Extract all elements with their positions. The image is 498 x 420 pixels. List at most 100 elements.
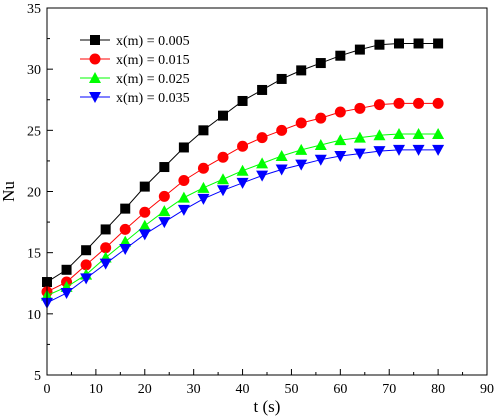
y-tick-label: 10 [27, 308, 41, 323]
data-point [354, 102, 366, 114]
data-point [276, 73, 287, 84]
y-tick-label: 35 [27, 2, 41, 17]
series-2 [41, 97, 444, 298]
data-point [374, 39, 385, 50]
data-point [257, 84, 268, 95]
data-point [139, 181, 150, 192]
x-tick-label: 40 [236, 382, 250, 397]
legend-marker [89, 53, 101, 65]
x-tick-label: 20 [138, 382, 152, 397]
data-point [138, 219, 151, 231]
data-point [236, 177, 249, 189]
legend-item: x(m) = 0.005 [80, 34, 190, 49]
data-point [119, 235, 132, 247]
data-point [354, 44, 365, 55]
plot-frame [46, 7, 488, 376]
data-point [353, 148, 366, 160]
data-point [158, 190, 170, 202]
series-line [46, 133, 439, 296]
data-point [335, 50, 346, 61]
data-point [314, 139, 327, 151]
data-point [177, 204, 190, 216]
legend-label: x(m) = 0.025 [116, 72, 190, 87]
legend: x(m) = 0.005 x(m) = 0.015 x(m) = 0.025 x(m)… [80, 34, 190, 106]
y-axis-title: Nu [0, 181, 18, 202]
x-tick-label: 80 [431, 382, 445, 397]
data-point [393, 97, 405, 109]
legend-label: x(m) = 0.005 [116, 34, 190, 49]
data-point [295, 159, 308, 171]
data-point [61, 264, 72, 275]
data-point [413, 97, 425, 109]
data-point [198, 125, 209, 136]
legend-item: x(m) = 0.015 [80, 53, 190, 68]
data-point [373, 99, 385, 111]
data-point [373, 146, 386, 158]
data-point [432, 128, 445, 140]
data-point [99, 258, 112, 270]
data-point [334, 106, 346, 118]
data-point [314, 154, 327, 166]
data-point [80, 259, 92, 271]
y-tick-label: 30 [27, 63, 41, 78]
data-point [177, 191, 190, 203]
data-point [217, 173, 229, 185]
x-axis-title: t (s) [254, 397, 281, 416]
data-point [158, 217, 171, 229]
legend-label: x(m) = 0.035 [116, 91, 190, 106]
data-point [236, 164, 249, 176]
x-tick-label: 30 [187, 382, 201, 397]
data-point [256, 170, 269, 182]
data-point [433, 38, 444, 49]
data-point [393, 144, 405, 156]
data-point [413, 38, 424, 49]
y-tick-label: 15 [27, 247, 41, 262]
data-point [237, 140, 249, 152]
data-point [197, 162, 209, 174]
data-point [60, 288, 73, 300]
data-point [256, 132, 268, 144]
data-point [432, 97, 444, 109]
data-point [218, 110, 228, 121]
series-3 [41, 128, 445, 301]
x-tick-label: 70 [382, 382, 396, 397]
data-point [334, 151, 347, 163]
data-point [80, 273, 93, 285]
data-point [119, 243, 132, 255]
data-point [158, 205, 171, 217]
data-point [412, 144, 425, 156]
legend-item: x(m) = 0.035 [80, 91, 190, 106]
data-point [197, 181, 210, 193]
data-point [217, 185, 229, 197]
data-point [237, 95, 248, 106]
data-point [373, 129, 386, 141]
data-point [296, 65, 307, 76]
series-4 [41, 144, 445, 309]
data-point [178, 174, 190, 186]
data-point [139, 206, 151, 218]
data-point [256, 157, 269, 169]
axis-ticks: 0 10 20 30 40 50 60 70 80 90 5 10 15 20 25 30 35 [27, 2, 494, 397]
data-point [120, 203, 131, 214]
data-point [353, 131, 366, 143]
legend-marker [89, 72, 101, 83]
y-tick-label: 20 [27, 186, 41, 201]
data-point [334, 134, 347, 146]
data-point [275, 164, 288, 176]
x-tick-label: 10 [89, 382, 103, 397]
y-tick-label: 25 [27, 124, 41, 139]
data-point [275, 150, 288, 162]
data-point [412, 128, 425, 140]
data-point [432, 144, 445, 156]
data-point [178, 142, 189, 153]
series-layer [41, 38, 445, 309]
data-point [295, 143, 308, 155]
data-point [217, 151, 229, 163]
data-point [315, 58, 326, 69]
legend-marker [90, 35, 100, 45]
legend-item: x(m) = 0.025 [80, 72, 190, 87]
legend-label: x(m) = 0.015 [116, 53, 190, 68]
data-point [393, 128, 405, 140]
data-point [119, 223, 131, 235]
